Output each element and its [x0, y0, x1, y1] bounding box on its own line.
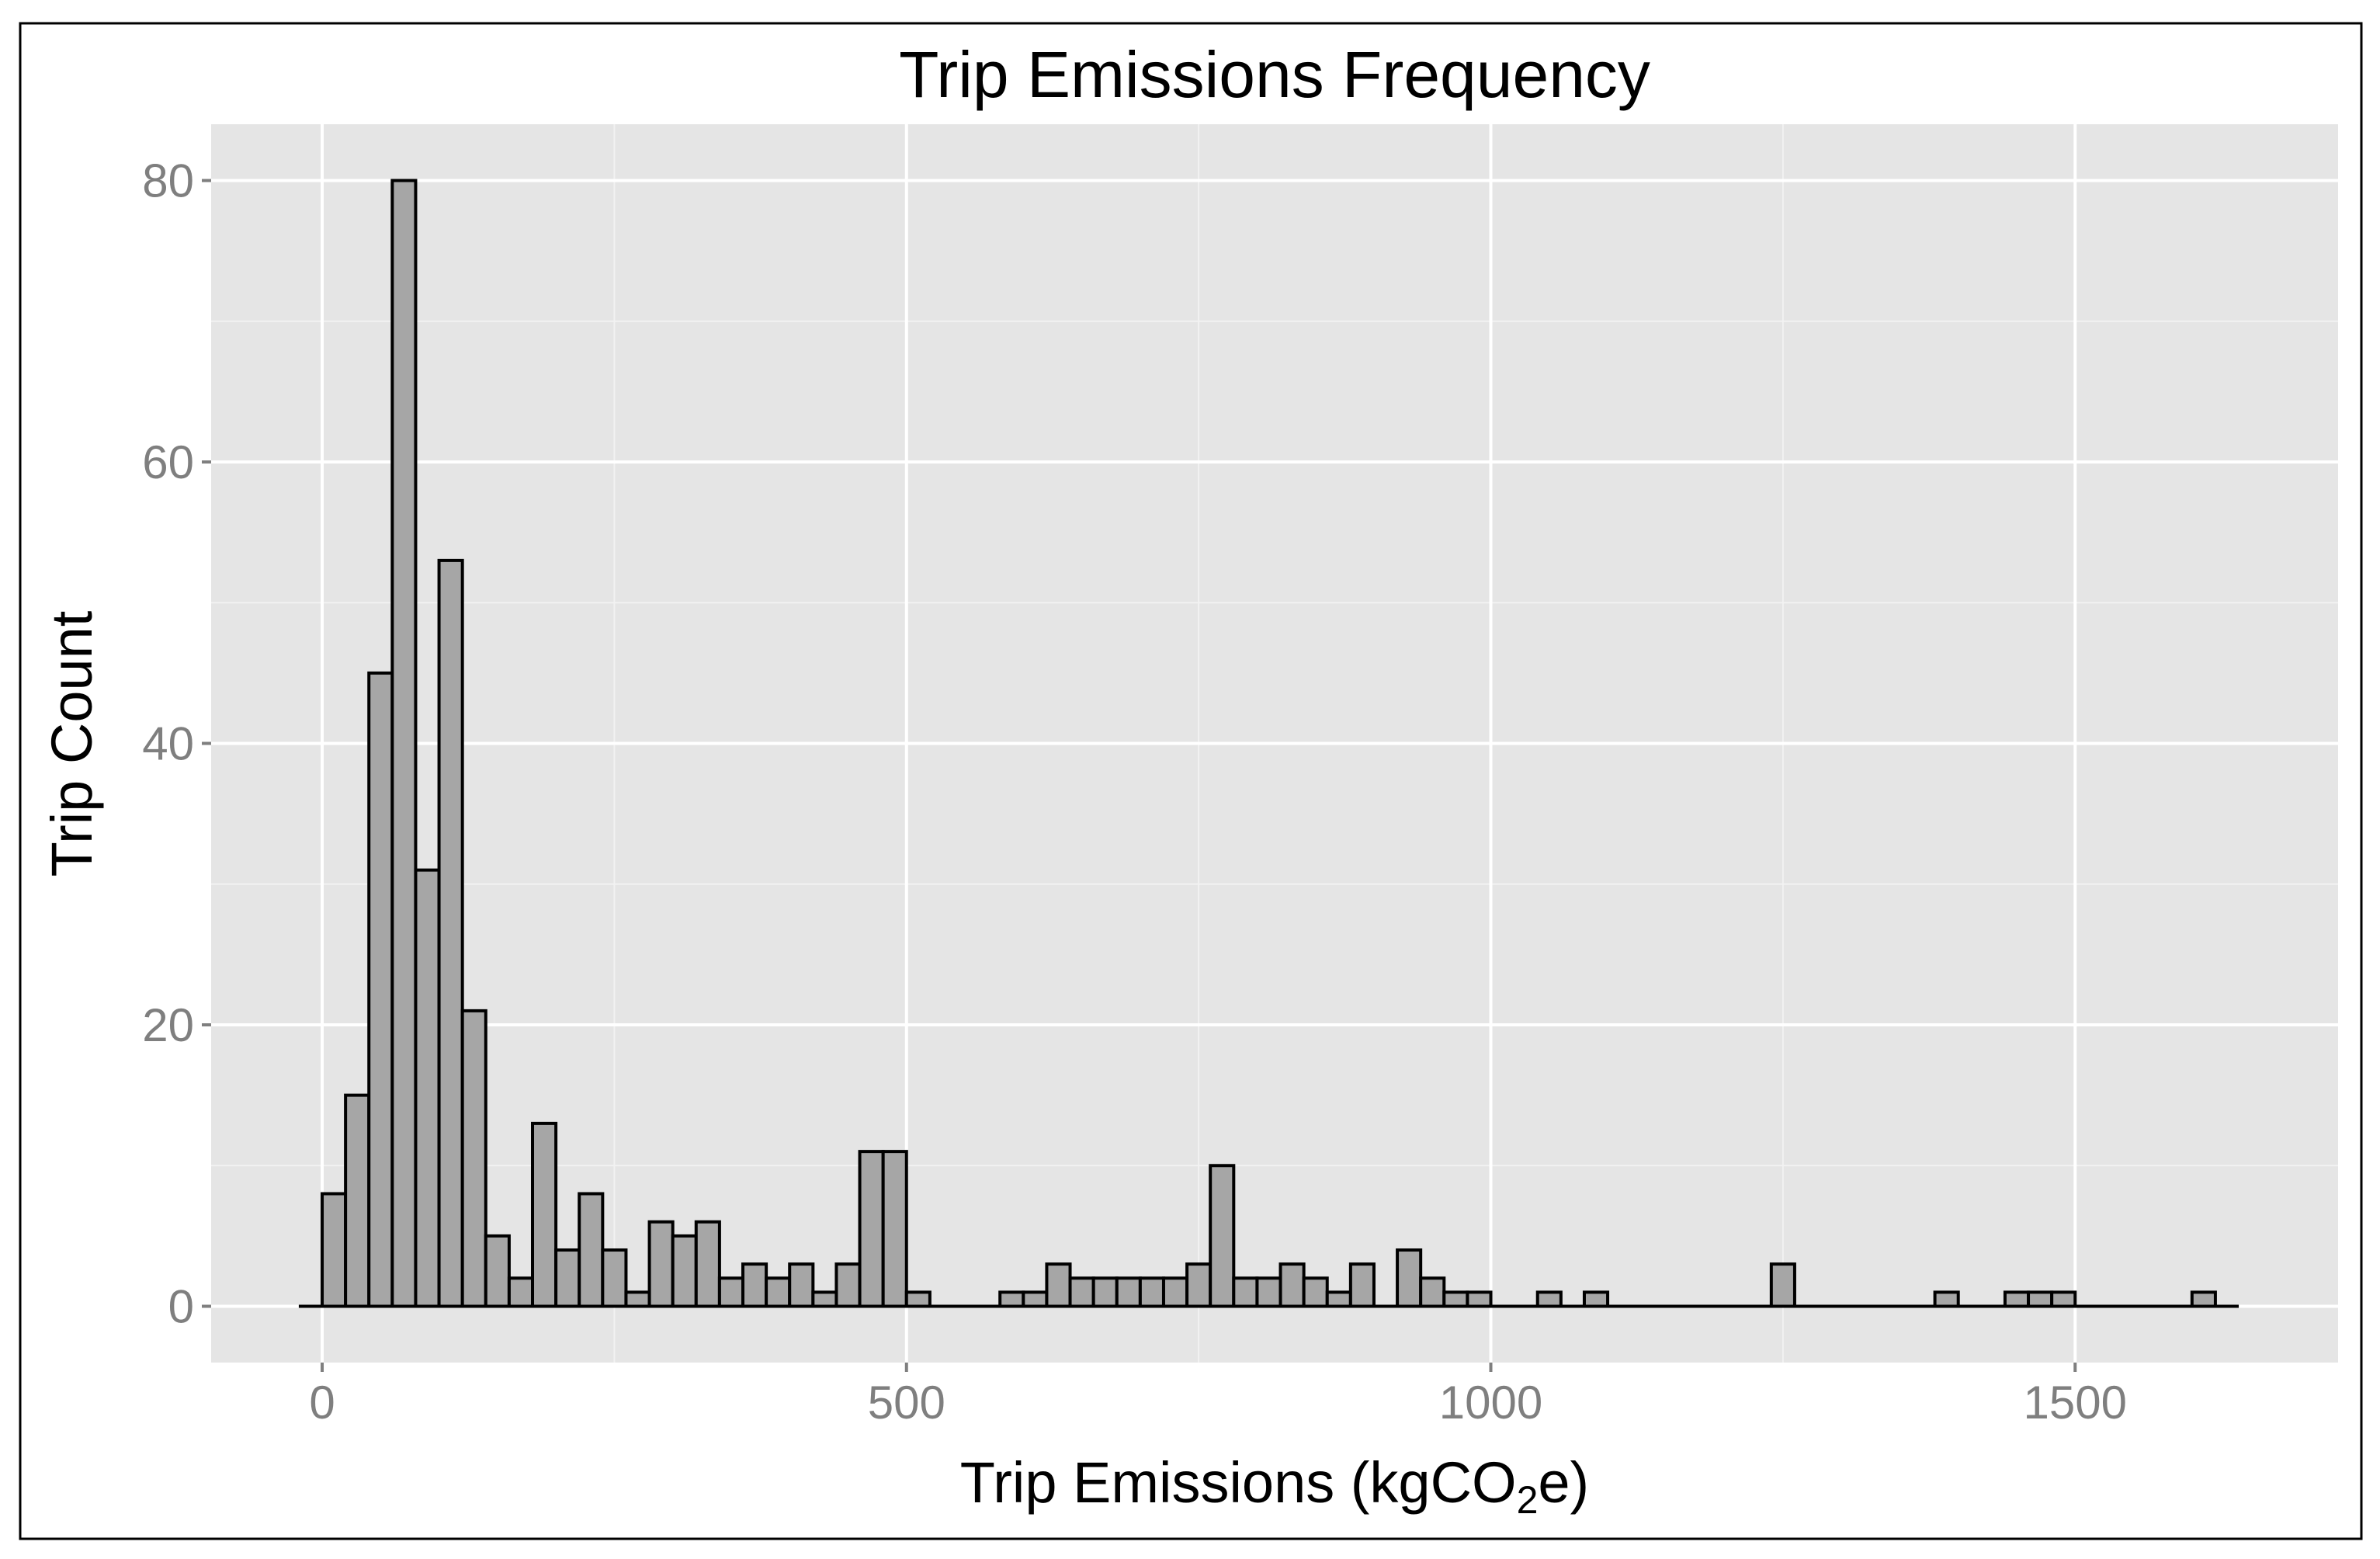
histogram-bar [1348, 1262, 1376, 1308]
x-axis-ticks: 0 500 1000 1500 [309, 1363, 2127, 1429]
histogram-bar [1466, 1290, 1493, 1308]
histogram-bar [344, 1093, 371, 1308]
histogram-bar [717, 1276, 745, 1308]
histogram-bar [1115, 1276, 1142, 1308]
histogram-bar [788, 1262, 815, 1308]
histogram-bar [507, 1276, 535, 1308]
x-tick-label: 0 [309, 1377, 335, 1429]
histogram-bar [2027, 1290, 2054, 1308]
x-tick-label: 1000 [1439, 1377, 1542, 1429]
histogram-bar [460, 1009, 487, 1308]
histogram-bar [1302, 1276, 1329, 1308]
histogram-bar [1091, 1276, 1119, 1308]
y-tick-label: 40 [142, 718, 194, 770]
x-axis-title-subscript: 2 [1517, 1478, 1539, 1522]
histogram-bar [1582, 1290, 1610, 1308]
histogram-bar [881, 1150, 908, 1308]
y-axis-title: Trip Count [40, 610, 104, 877]
histogram-bar [1933, 1290, 1960, 1308]
histogram-bar [1769, 1262, 1796, 1308]
histogram-bar [765, 1276, 792, 1308]
histogram-bar [437, 558, 464, 1308]
histogram-bar [2003, 1290, 2031, 1308]
histogram-bar [858, 1150, 885, 1308]
x-axis-title: Trip Emissions (kgCO2e) [960, 1450, 1589, 1522]
histogram-bar [601, 1248, 628, 1308]
histogram-bar [1209, 1164, 1236, 1308]
histogram-bar [578, 1192, 605, 1308]
y-tick-label: 60 [142, 436, 194, 488]
histogram-bar [321, 1192, 348, 1308]
histogram-bar [998, 1290, 1025, 1308]
histogram-bar [531, 1121, 558, 1308]
histogram-bar [811, 1290, 838, 1308]
x-axis-title-prefix: Trip Emissions (kgCO [960, 1450, 1517, 1515]
histogram-bar [484, 1234, 511, 1308]
histogram-bar [1535, 1290, 1563, 1308]
x-tick-label: 1500 [2024, 1377, 2127, 1429]
major-gridlines [211, 124, 2338, 1363]
histogram-bar [1022, 1290, 1049, 1308]
histogram-bar [671, 1234, 698, 1308]
histogram-bar [904, 1290, 932, 1308]
histogram-bar [554, 1248, 581, 1308]
histogram-bar [390, 179, 418, 1308]
y-tick-label: 20 [142, 999, 194, 1051]
histogram-bar [1396, 1248, 1423, 1308]
y-axis-ticks: 0 20 40 60 80 [142, 155, 211, 1333]
histogram-bar [1419, 1276, 1446, 1308]
histogram-bar [1138, 1276, 1165, 1308]
histogram-bar [1325, 1290, 1352, 1308]
histogram-bar [834, 1262, 862, 1308]
histogram-bar [741, 1262, 768, 1308]
histogram-bar [1161, 1276, 1189, 1308]
histogram-bars [321, 179, 2217, 1308]
histogram-bar [1442, 1290, 1469, 1308]
histogram-bar [624, 1290, 651, 1308]
histogram-bar [1232, 1276, 1259, 1308]
histogram-bar [367, 671, 394, 1308]
y-tick-label: 0 [168, 1281, 194, 1333]
histogram-bar [1255, 1276, 1282, 1308]
histogram-bar [694, 1220, 721, 1308]
x-tick-label: 500 [868, 1377, 945, 1429]
histogram-bar [414, 868, 441, 1308]
histogram-bar [1045, 1262, 1072, 1308]
y-tick-label: 80 [142, 155, 194, 207]
histogram-bar [1185, 1262, 1213, 1308]
histogram-bar [647, 1220, 675, 1308]
histogram-bar [1068, 1276, 1095, 1308]
histogram-bar [2050, 1290, 2077, 1308]
chart-title: Trip Emissions Frequency [899, 38, 1650, 111]
histogram-bar [2190, 1290, 2217, 1308]
x-axis-title-suffix: e) [1538, 1450, 1589, 1515]
histogram-bar [1278, 1262, 1306, 1308]
